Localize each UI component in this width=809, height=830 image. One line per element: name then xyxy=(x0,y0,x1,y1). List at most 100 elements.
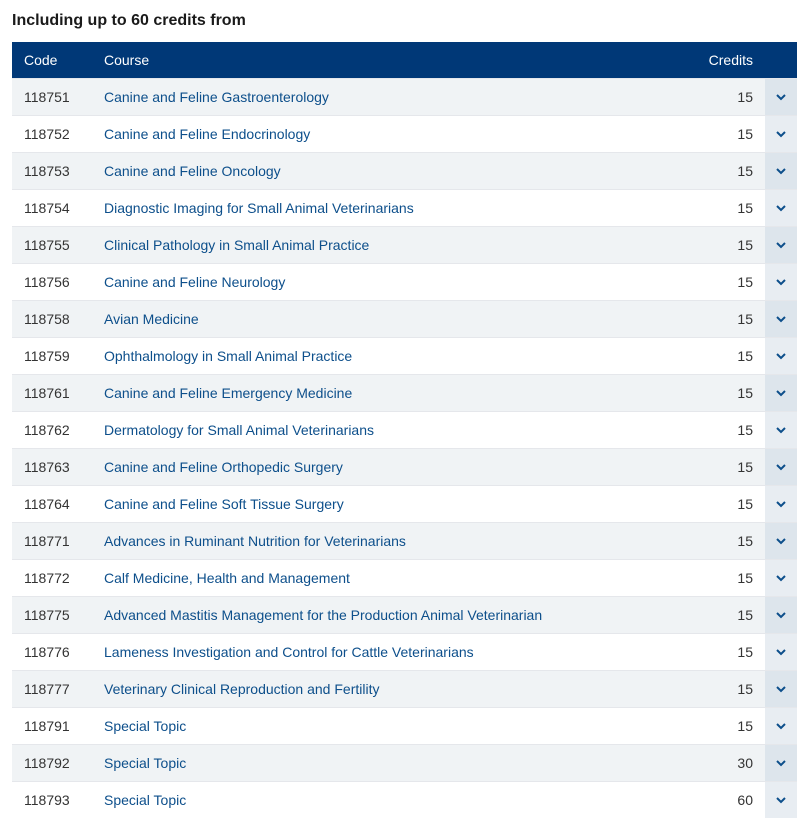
course-link[interactable]: Advanced Mastitis Management for the Pro… xyxy=(104,607,542,623)
expand-button[interactable] xyxy=(765,338,797,374)
expand-button[interactable] xyxy=(765,671,797,707)
course-name-cell: Clinical Pathology in Small Animal Pract… xyxy=(92,227,697,264)
expand-button[interactable] xyxy=(765,634,797,670)
course-link[interactable]: Canine and Feline Oncology xyxy=(104,163,281,179)
expand-button[interactable] xyxy=(765,782,797,818)
course-table: Code Course Credits 118751 Canine and Fel… xyxy=(12,42,797,818)
table-row: 118756Canine and Feline Neurology15 xyxy=(12,264,797,301)
expand-cell xyxy=(765,782,797,819)
expand-cell xyxy=(765,597,797,634)
course-link[interactable]: Ophthalmology in Small Animal Practice xyxy=(104,348,352,364)
course-code: 118755 xyxy=(12,227,92,264)
course-credits: 15 xyxy=(697,486,765,523)
course-link[interactable]: Canine and Feline Gastroenterology xyxy=(104,89,329,105)
expand-button[interactable] xyxy=(765,412,797,448)
expand-button[interactable] xyxy=(765,486,797,522)
table-row: 118753Canine and Feline Oncology15 xyxy=(12,153,797,190)
expand-button[interactable] xyxy=(765,116,797,152)
expand-cell xyxy=(765,560,797,597)
table-row: 118761 Canine and Feline Emergency Medici… xyxy=(12,375,797,412)
course-name-cell: Diagnostic Imaging for Small Animal Vete… xyxy=(92,190,697,227)
table-row: 118755 Clinical Pathology in Small Animal… xyxy=(12,227,797,264)
expand-cell xyxy=(765,301,797,338)
table-header-row: Code Course Credits xyxy=(12,42,797,79)
course-credits: 15 xyxy=(697,412,765,449)
expand-cell xyxy=(765,375,797,412)
course-name-cell: Canine and Feline Neurology xyxy=(92,264,697,301)
chevron-down-icon xyxy=(775,424,787,436)
header-expand xyxy=(765,42,797,79)
course-link[interactable]: Special Topic xyxy=(104,792,186,808)
course-name-cell: Canine and Feline Endocrinology xyxy=(92,116,697,153)
course-link[interactable]: Diagnostic Imaging for Small Animal Vete… xyxy=(104,200,414,216)
course-link[interactable]: Clinical Pathology in Small Animal Pract… xyxy=(104,237,369,253)
expand-button[interactable] xyxy=(765,375,797,411)
course-link[interactable]: Canine and Feline Neurology xyxy=(104,274,285,290)
expand-button[interactable] xyxy=(765,560,797,596)
course-link[interactable]: Veterinary Clinical Reproduction and Fer… xyxy=(104,681,379,697)
chevron-down-icon xyxy=(775,609,787,621)
header-course: Course xyxy=(92,42,697,79)
expand-button[interactable] xyxy=(765,190,797,226)
course-code: 118751 xyxy=(12,79,92,116)
course-credits: 15 xyxy=(697,338,765,375)
expand-button[interactable] xyxy=(765,745,797,781)
course-name-cell: Lameness Investigation and Control for C… xyxy=(92,634,697,671)
expand-cell xyxy=(765,153,797,190)
course-name-cell: Advanced Mastitis Management for the Pro… xyxy=(92,597,697,634)
expand-button[interactable] xyxy=(765,153,797,189)
expand-button[interactable] xyxy=(765,79,797,115)
course-name-cell: Canine and Feline Gastroenterology xyxy=(92,79,697,116)
course-credits: 15 xyxy=(697,116,765,153)
course-code: 118792 xyxy=(12,745,92,782)
chevron-down-icon xyxy=(775,683,787,695)
course-name-cell: Dermatology for Small Animal Veterinaria… xyxy=(92,412,697,449)
expand-cell xyxy=(765,338,797,375)
expand-button[interactable] xyxy=(765,449,797,485)
course-name-cell: Avian Medicine xyxy=(92,301,697,338)
course-link[interactable]: Canine and Feline Endocrinology xyxy=(104,126,310,142)
course-credits: 15 xyxy=(697,597,765,634)
course-code: 118772 xyxy=(12,560,92,597)
table-row: 118793Special Topic60 xyxy=(12,782,797,819)
course-link[interactable]: Canine and Feline Orthopedic Surgery xyxy=(104,459,343,475)
expand-button[interactable] xyxy=(765,597,797,633)
course-link[interactable]: Lameness Investigation and Control for C… xyxy=(104,644,474,660)
course-credits: 15 xyxy=(697,301,765,338)
expand-button[interactable] xyxy=(765,301,797,337)
course-link[interactable]: Avian Medicine xyxy=(104,311,199,327)
table-row: 118763Canine and Feline Orthopedic Surge… xyxy=(12,449,797,486)
course-link[interactable]: Canine and Feline Soft Tissue Surgery xyxy=(104,496,344,512)
course-name-cell: Special Topic xyxy=(92,745,697,782)
course-name-cell: Veterinary Clinical Reproduction and Fer… xyxy=(92,671,697,708)
course-link[interactable]: Canine and Feline Emergency Medicine xyxy=(104,385,352,401)
chevron-down-icon xyxy=(775,313,787,325)
header-credits: Credits xyxy=(697,42,765,79)
expand-cell xyxy=(765,449,797,486)
expand-cell xyxy=(765,190,797,227)
chevron-down-icon xyxy=(775,794,787,806)
course-name-cell: Canine and Feline Orthopedic Surgery xyxy=(92,449,697,486)
course-link[interactable]: Calf Medicine, Health and Management xyxy=(104,570,350,586)
course-code: 118758 xyxy=(12,301,92,338)
expand-cell xyxy=(765,708,797,745)
course-credits: 15 xyxy=(697,671,765,708)
course-credits: 15 xyxy=(697,264,765,301)
expand-cell xyxy=(765,79,797,116)
chevron-down-icon xyxy=(775,202,787,214)
expand-button[interactable] xyxy=(765,523,797,559)
table-row: 118777Veterinary Clinical Reproduction a… xyxy=(12,671,797,708)
expand-button[interactable] xyxy=(765,227,797,263)
course-link[interactable]: Special Topic xyxy=(104,755,186,771)
course-link[interactable]: Advances in Ruminant Nutrition for Veter… xyxy=(104,533,406,549)
course-name-cell: Canine and Feline Emergency Medicine xyxy=(92,375,697,412)
section-title: Including up to 60 credits from xyxy=(12,12,797,30)
course-link[interactable]: Special Topic xyxy=(104,718,186,734)
expand-cell xyxy=(765,671,797,708)
chevron-down-icon xyxy=(775,239,787,251)
expand-button[interactable] xyxy=(765,264,797,300)
course-code: 118793 xyxy=(12,782,92,819)
course-link[interactable]: Dermatology for Small Animal Veterinaria… xyxy=(104,422,374,438)
course-code: 118761 xyxy=(12,375,92,412)
expand-button[interactable] xyxy=(765,708,797,744)
